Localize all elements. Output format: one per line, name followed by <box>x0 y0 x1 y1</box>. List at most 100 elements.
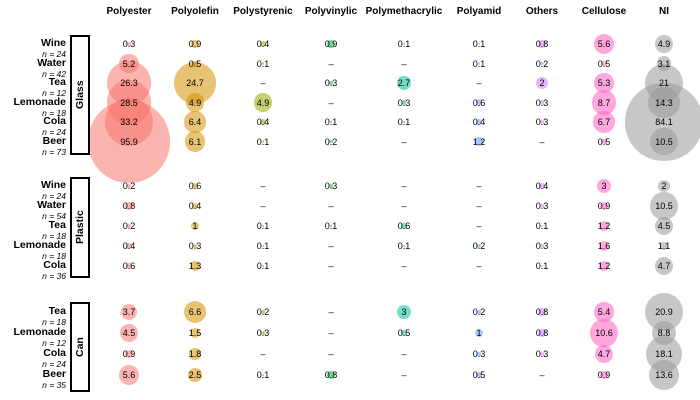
bubble-polystyrenic <box>253 93 273 112</box>
bubble-polyolefin <box>184 131 206 152</box>
value-cell-can-tea-polymethacrylic: 3 <box>401 307 407 317</box>
value-cell-glass-water-others: 0.2 <box>535 58 549 69</box>
value-cell-plastic-lemonade-polyolefin: 0.3 <box>188 241 202 251</box>
value-cell-glass-water-polystyrenic: 0.1 <box>256 58 270 69</box>
value-cell-glass-beer-polyamid: 1.2 <box>472 136 486 147</box>
value-cell-can-beer-cellulose: 0.9 <box>597 370 611 380</box>
value-cell-plastic-cola-ni: 4.7 <box>657 261 671 271</box>
column-header-others: Others <box>525 6 559 17</box>
bubble-polyamid <box>477 310 481 314</box>
bubble-others <box>536 77 548 89</box>
value-cell-plastic-wine-ni: 2 <box>661 181 667 191</box>
value-cell-glass-cola-cellulose: 6.7 <box>597 117 611 127</box>
value-cell-plastic-cola-polyester: 0.6 <box>122 261 136 271</box>
sample-size-label: n = 18 <box>42 251 66 261</box>
value-cell-glass-tea-polyester: 26.3 <box>120 78 138 88</box>
value-cell-glass-tea-polyvinylic: 0.3 <box>324 78 338 88</box>
value-cell-plastic-water-ni: 10.5 <box>655 201 673 211</box>
value-cell-glass-cola-polyvinylic: 0.1 <box>324 117 338 127</box>
value-cell-plastic-water-polyvinylic: – <box>328 201 334 211</box>
value-cell-can-tea-polyamid: 0.2 <box>472 307 486 317</box>
value-cell-glass-tea-others: 2 <box>539 78 545 88</box>
bubble-polymethacrylic <box>402 120 406 124</box>
value-cell-glass-water-polymethacrylic: – <box>401 58 407 69</box>
sample-size-label: n = 24 <box>42 359 66 369</box>
value-cell-glass-cola-polystyrenic: 0.4 <box>256 117 270 127</box>
column-header-ni: NI <box>659 6 669 17</box>
value-cell-can-beer-others: – <box>539 370 545 380</box>
bubble-polymethacrylic <box>401 100 407 105</box>
value-cell-glass-lemonade-polyamid: 0.6 <box>472 97 486 108</box>
sample-size-label: n = 12 <box>42 338 66 348</box>
value-cell-can-tea-polyester: 3.7 <box>122 307 136 317</box>
bubble-polymethacrylic <box>402 244 406 248</box>
bubble-polyolefin <box>192 243 198 249</box>
value-cell-plastic-water-polyester: 0.8 <box>122 201 136 211</box>
value-cell-glass-wine-polyamid: 0.1 <box>472 39 486 49</box>
beverage-label-tea: Tea <box>48 219 66 231</box>
bubble-polyester <box>126 41 132 47</box>
bubble-ni <box>650 192 678 220</box>
value-cell-glass-wine-polyolefin: 0.9 <box>188 39 202 49</box>
value-cell-glass-cola-ni: 84.1 <box>655 117 673 127</box>
value-cell-glass-beer-polyolefin: 6.1 <box>188 136 202 147</box>
bubble-others <box>539 351 545 357</box>
value-cell-can-lemonade-others: 0.8 <box>535 328 549 338</box>
group-label-can: Can <box>74 337 86 357</box>
value-cell-glass-lemonade-polystyrenic: 4.9 <box>256 97 270 108</box>
bubble-polyvinylic <box>329 120 333 124</box>
value-cell-can-lemonade-polyamid: 1 <box>476 328 482 338</box>
value-cell-can-beer-polyvinylic: 0.8 <box>324 370 338 380</box>
value-cell-plastic-wine-polyester: 0.2 <box>122 181 136 191</box>
sample-size-label: n = 24 <box>42 191 66 201</box>
value-cell-can-beer-polyolefin: 2.5 <box>188 370 202 380</box>
bubble-others <box>540 224 544 228</box>
bubble-polyvinylic <box>328 80 334 86</box>
value-cell-can-lemonade-polyvinylic: – <box>328 328 334 338</box>
sample-size-label: n = 18 <box>42 107 66 118</box>
bubble-polystyrenic <box>261 264 265 268</box>
sample-size-label: n = 35 <box>42 380 66 390</box>
beverage-label-wine: Wine <box>41 179 66 191</box>
value-cell-glass-water-polyamid: 0.1 <box>472 58 486 69</box>
bubble-polymethacrylic <box>401 330 407 336</box>
bubble-polyolefin <box>188 368 202 382</box>
bubble-polyvinylic <box>327 371 335 379</box>
value-cell-plastic-tea-polyester: 0.2 <box>122 221 136 231</box>
value-cell-plastic-lemonade-polyamid: 0.2 <box>472 241 486 251</box>
value-cell-can-cola-polyamid: 0.3 <box>472 349 486 359</box>
bubble-polyolefin <box>184 301 206 323</box>
value-cell-can-lemonade-polymethacrylic: 0.5 <box>397 328 411 338</box>
bubble-polyester <box>127 184 131 188</box>
bubble-cellulose <box>599 261 609 271</box>
bubble-cellulose <box>601 138 607 145</box>
bubble-polyester <box>120 324 138 342</box>
value-cell-plastic-cola-polyolefin: 1.3 <box>188 261 202 271</box>
bubble-cellulose <box>594 302 614 322</box>
value-cell-glass-water-polyolefin: 0.5 <box>188 58 202 69</box>
bubble-cellulose <box>596 178 612 194</box>
value-cell-glass-beer-ni: 10.5 <box>655 136 673 147</box>
value-cell-plastic-wine-polyolefin: 0.6 <box>188 181 202 191</box>
value-cell-can-cola-polystyrenic: – <box>260 349 266 359</box>
value-cell-can-cola-cellulose: 4.7 <box>597 349 611 359</box>
value-cell-can-tea-ni: 20.9 <box>655 307 673 317</box>
column-header-polyolefin: Polyolefin <box>171 6 219 17</box>
bubble-polyvinylic <box>327 40 335 48</box>
bubble-polyester <box>119 365 139 385</box>
bubble-polystyrenic <box>261 244 265 248</box>
value-cell-glass-tea-ni: 21 <box>658 78 669 88</box>
value-cell-glass-tea-polyolefin: 24.7 <box>186 78 204 88</box>
bubble-polyolefin <box>189 348 201 360</box>
value-cell-glass-lemonade-others: 0.3 <box>535 97 549 108</box>
bubble-polyolefin <box>192 203 198 209</box>
value-cell-glass-beer-polystyrenic: 0.1 <box>256 136 270 147</box>
value-cell-plastic-cola-polymethacrylic: – <box>401 261 407 271</box>
bubble-polystyrenic <box>260 119 266 125</box>
bubble-polyolefin <box>185 93 205 112</box>
value-cell-glass-cola-polymethacrylic: 0.1 <box>397 117 411 127</box>
beverage-label-lemonade: Lemonade <box>13 239 66 251</box>
bubble-polyamid <box>474 328 484 338</box>
bubble-polyolefin <box>191 182 199 190</box>
bubble-polystyrenic <box>261 140 265 143</box>
